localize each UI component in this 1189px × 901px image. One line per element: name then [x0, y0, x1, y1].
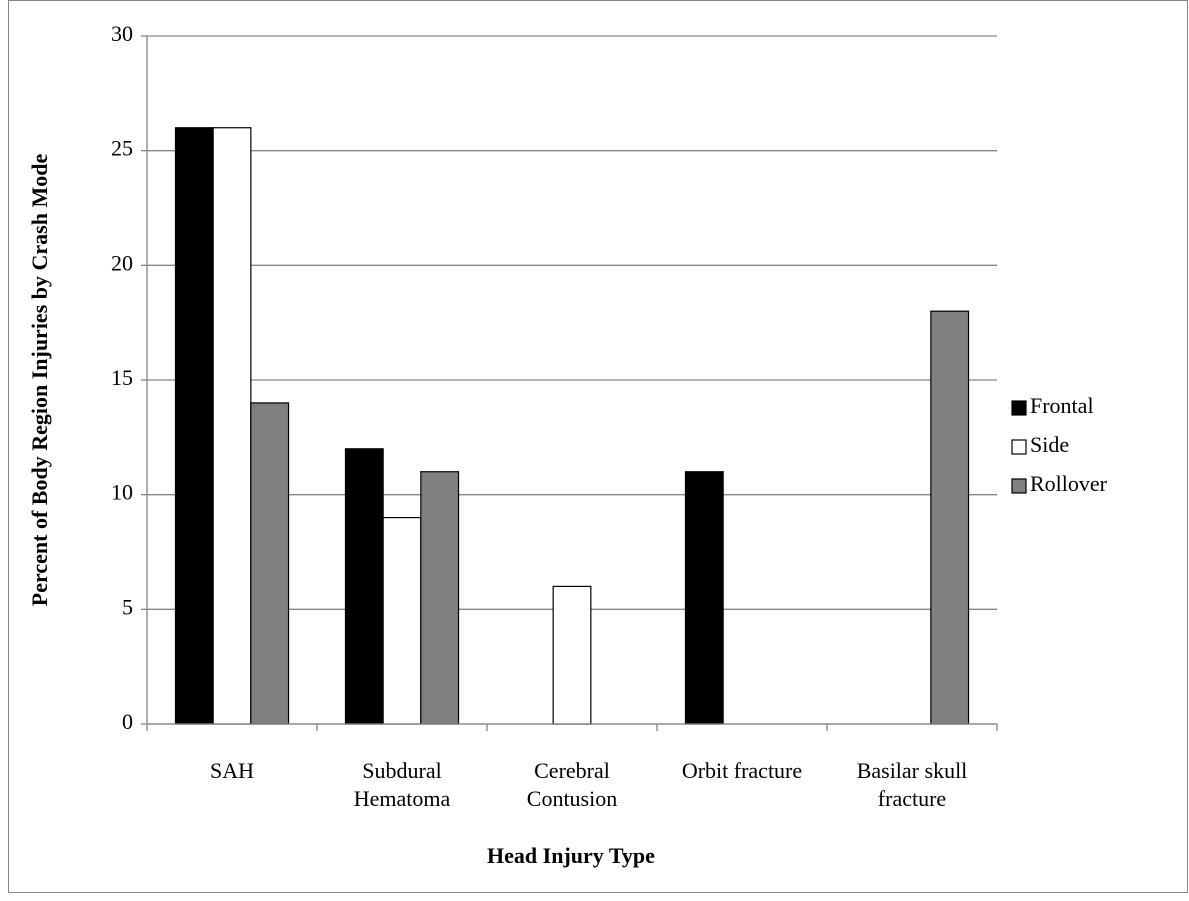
legend-label: Frontal: [1030, 393, 1094, 418]
bar: [552, 585, 592, 725]
y-axis-title: Percent of Body Region Injuries by Crash…: [27, 154, 52, 607]
bar: [344, 448, 384, 725]
chart-border: [8, 0, 1188, 893]
bar: [250, 402, 290, 725]
x-tick-label: Orbit fracture: [681, 758, 803, 783]
bar: [930, 310, 970, 725]
bar: [420, 471, 460, 725]
y-tick-label: 0: [122, 709, 133, 734]
bar: [684, 471, 724, 725]
x-tick-label: Subdural Hematoma: [353, 758, 451, 811]
y-tick-label: 15: [111, 365, 133, 390]
y-tick-label: 20: [111, 250, 133, 275]
bar: [382, 516, 422, 725]
legend-swatch: [1011, 400, 1027, 416]
y-tick-label: 10: [111, 480, 133, 505]
x-tick-label: SAH: [209, 758, 254, 783]
legend-swatch: [1011, 478, 1027, 494]
bar: [174, 127, 214, 725]
legend-swatch: [1011, 439, 1027, 455]
x-tick-label: Basilar skull fracture: [856, 758, 968, 811]
x-axis-title: Head Injury Type: [487, 843, 655, 868]
x-tick-label: Cerebral Contusion: [526, 758, 618, 811]
bar: [212, 127, 252, 725]
y-tick-label: 5: [122, 594, 133, 619]
legend-label: Side: [1030, 432, 1069, 457]
y-tick-label: 30: [111, 21, 133, 46]
y-tick-label: 25: [111, 136, 133, 161]
legend-label: Rollover: [1030, 471, 1108, 496]
